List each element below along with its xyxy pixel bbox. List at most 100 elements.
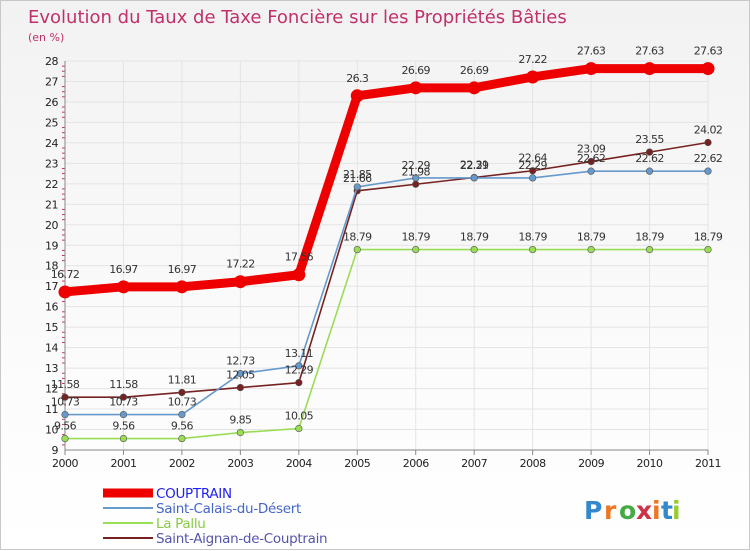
y-tick-label: 21: [45, 198, 58, 211]
data-label-1: 10.73: [51, 396, 80, 409]
y-tick-label: 10: [45, 424, 58, 437]
data-label-1: 22.62: [635, 152, 664, 165]
data-point-1: [61, 410, 69, 419]
data-point-0: [116, 280, 130, 294]
y-tick-label: 20: [45, 219, 58, 232]
data-point-3: [645, 148, 654, 156]
data-label-2: 9.85: [229, 414, 252, 427]
data-point-3: [119, 393, 128, 401]
data-point-2: [353, 245, 361, 254]
series-group: [58, 62, 715, 443]
data-point-0: [175, 280, 189, 294]
data-point-0: [233, 275, 247, 289]
data-point-0: [350, 89, 364, 103]
axes: 9 10 11 12 13 14 15 16 17 18 19 20 21 22 23 24 25 26 27 28 2…: [45, 55, 722, 470]
logo-letter: P: [584, 496, 603, 525]
data-label-0: 27.63: [577, 45, 606, 58]
data-label-2: 18.79: [343, 231, 372, 244]
data-point-2: [587, 245, 595, 254]
series-line-2: [64, 248, 709, 440]
data-point-1: [412, 174, 420, 182]
data-label-3: 12.29: [285, 364, 314, 377]
data-point-3: [236, 383, 244, 392]
x-tick-label: 2005: [344, 457, 370, 470]
data-label-3: 22.31: [460, 158, 489, 171]
y-tick-label: 28: [45, 55, 58, 68]
data-point-0: [701, 62, 715, 76]
y-tick-label: 14: [45, 342, 58, 355]
data-label-3: 22.64: [518, 152, 547, 165]
y-tick-label: 22: [45, 178, 58, 191]
data-label-1: 12.73: [226, 355, 255, 368]
data-label-0: 17.22: [226, 258, 255, 271]
legend-label-2: La Pallu: [156, 516, 206, 532]
y-tick-label: 24: [45, 137, 58, 150]
series-line-0: [60, 64, 713, 297]
chart-subtitle: (en %): [28, 31, 64, 44]
logo-letter: x: [636, 496, 653, 525]
data-label-2: 18.79: [635, 231, 664, 244]
data-point-1: [295, 362, 303, 370]
y-tick-label: 9: [52, 444, 59, 457]
data-label-3: 21.66: [343, 172, 372, 185]
data-label-1: 22.62: [577, 152, 606, 165]
x-tick-label: 2000: [52, 457, 78, 470]
x-tick-label: 2001: [110, 457, 136, 470]
x-tick-label: 2007: [461, 457, 487, 470]
data-point-2: [295, 424, 303, 433]
data-point-2: [119, 434, 128, 443]
data-label-0: 26.3: [346, 72, 369, 85]
logo-letter: o: [619, 496, 637, 525]
data-label-3: 11.58: [109, 378, 138, 391]
logo-letter: i: [672, 496, 682, 525]
data-label-2: 10.05: [285, 410, 314, 423]
data-point-1: [236, 370, 244, 378]
series-line-1: [64, 170, 709, 416]
data-label-3: 23.55: [635, 133, 664, 146]
x-tick-label: 2008: [520, 457, 546, 470]
data-label-0: 27.63: [694, 45, 723, 58]
data-point-2: [529, 245, 537, 254]
logo-letter: r: [604, 496, 617, 525]
data-point-1: [470, 174, 478, 182]
x-tick-label: 2010: [637, 457, 663, 470]
x-tick-label: 2003: [227, 457, 253, 470]
data-label-1: 22.62: [694, 152, 723, 165]
data-point-2: [412, 245, 420, 254]
data-label-1: 10.73: [109, 396, 138, 409]
data-point-2: [704, 245, 712, 254]
x-tick-label: 2006: [403, 457, 429, 470]
data-label-0: 27.63: [635, 45, 664, 58]
logo-letter: t: [661, 496, 674, 525]
legend-label-3: Saint-Aignan-de-Couptrain: [156, 531, 327, 547]
data-point-1: [529, 174, 537, 182]
x-tick-label: 2004: [286, 457, 312, 470]
data-label-1: 22.29: [460, 159, 489, 172]
data-point-3: [295, 379, 303, 387]
data-point-2: [178, 434, 186, 443]
data-point-3: [412, 180, 420, 188]
data-label-1: 22.29: [401, 159, 430, 172]
y-tick-label: 18: [45, 260, 58, 273]
y-tick-label: 26: [45, 96, 58, 109]
data-label-0: 16.97: [168, 263, 197, 276]
legend-label-1: Saint-Calais-du-Désert: [156, 501, 301, 517]
data-label-3: 21.98: [401, 165, 430, 178]
y-tick-label: 13: [45, 362, 58, 375]
data-point-3: [61, 393, 69, 401]
data-label-1: 10.73: [168, 396, 197, 409]
data-point-3: [529, 167, 537, 175]
data-point-1: [645, 167, 654, 175]
data-label-2: 18.79: [401, 231, 430, 244]
data-label-2: 18.79: [694, 231, 723, 244]
data-point-2: [470, 245, 478, 254]
data-label-0: 27.22: [518, 53, 547, 66]
x-tick-label: 2009: [578, 457, 604, 470]
data-point-3: [587, 157, 595, 166]
data-label-0: 26.69: [401, 64, 430, 77]
data-point-0: [58, 285, 72, 299]
data-point-2: [61, 434, 69, 443]
